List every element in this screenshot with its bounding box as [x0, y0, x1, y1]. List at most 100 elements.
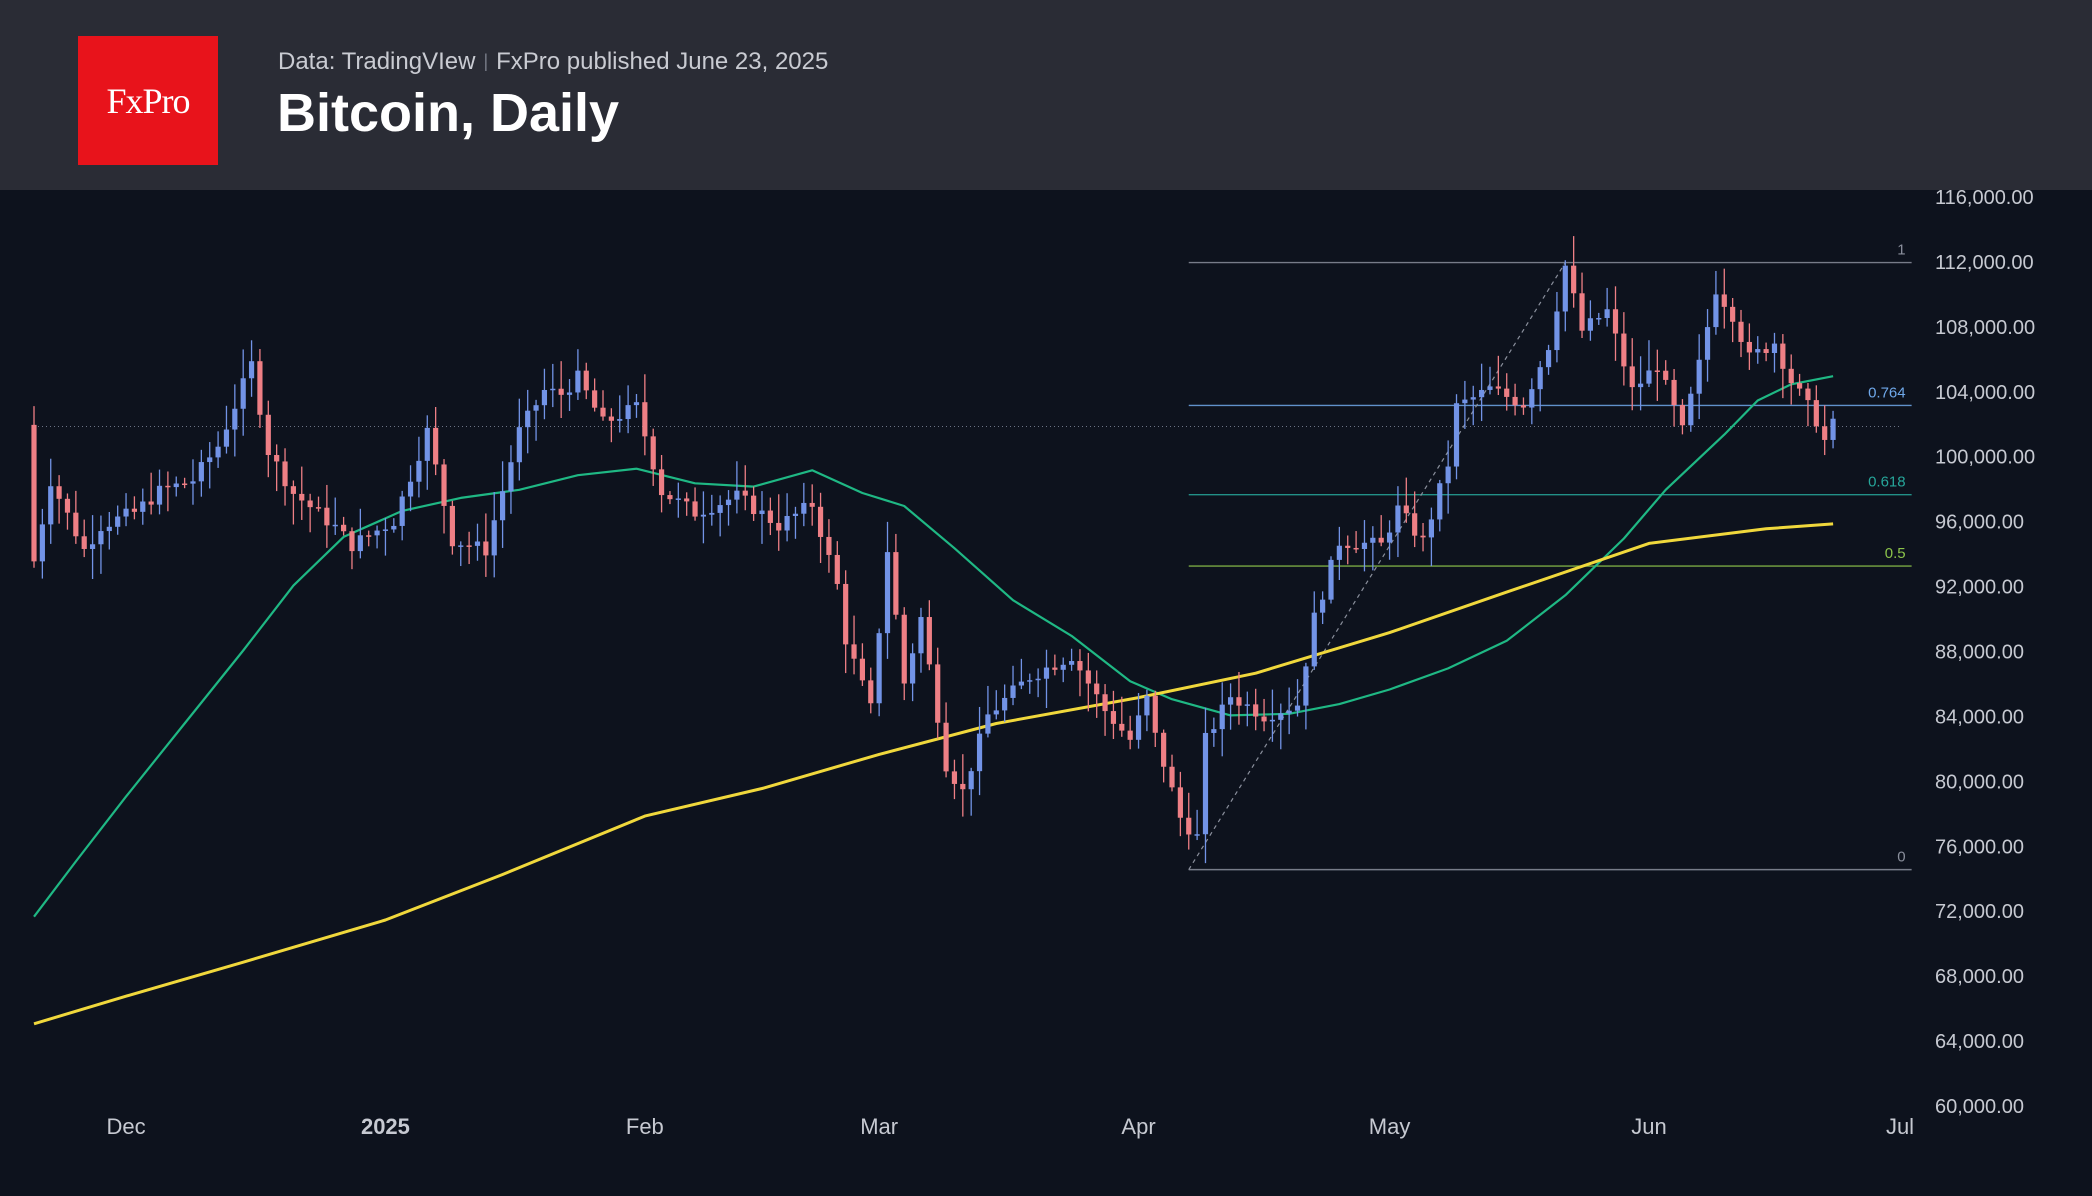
candle-body — [399, 496, 405, 526]
candle-body — [182, 483, 188, 486]
fib-level-label: 0.618 — [1868, 474, 1906, 491]
candle-body — [1721, 294, 1727, 307]
candle-body — [876, 633, 882, 704]
moving-average-long — [33, 522, 1834, 1026]
candle-body — [441, 464, 447, 506]
candle-body — [608, 416, 614, 421]
candle-body — [1796, 383, 1803, 389]
candle-body — [1102, 694, 1108, 712]
candle-body — [642, 402, 648, 437]
candle-body — [1571, 265, 1577, 294]
candle-body — [1161, 732, 1167, 767]
candle-body — [1671, 379, 1677, 406]
candle-body — [274, 455, 280, 462]
candle-body — [1035, 678, 1041, 681]
candle-body — [1587, 318, 1593, 331]
candle-body — [1127, 730, 1133, 740]
candle-body — [1462, 399, 1468, 404]
candle-body — [466, 545, 472, 547]
candle-body — [1186, 817, 1192, 835]
candle-body — [1529, 389, 1535, 408]
y-axis-tick-label: 84,000.00 — [1935, 706, 2024, 728]
price-chart: 116,000.00 112,000.00 108,000.00 104,000.00… — [31, 190, 2035, 1139]
candle-body — [951, 771, 958, 784]
candle-body — [1094, 683, 1100, 695]
data-source: Data: TradingVIew — [278, 48, 476, 75]
y-axis-tick-label: 92,000.00 — [1935, 577, 2024, 599]
x-axis-tick-label: 2025 — [361, 1114, 410, 1139]
candle-body — [48, 486, 54, 525]
candle-body — [115, 516, 121, 527]
chart-title: Bitcoin, Daily — [277, 83, 620, 143]
candle-body — [1520, 405, 1527, 408]
candle-body — [1236, 697, 1242, 706]
candle-body — [566, 392, 573, 395]
candle-body — [1370, 537, 1376, 543]
candle-body — [1169, 766, 1175, 788]
candle-body — [374, 530, 380, 536]
candle-body — [884, 552, 891, 634]
candle-body — [1654, 370, 1660, 372]
candle-body — [324, 507, 330, 526]
candle-body — [1043, 667, 1050, 679]
candle-body — [1336, 545, 1342, 560]
candle-body — [1119, 723, 1125, 731]
candle-body — [1495, 386, 1501, 389]
candle-body — [633, 402, 640, 406]
candle-body — [859, 658, 865, 681]
y-axis-tick-label: 60,000.00 — [1935, 1096, 2024, 1118]
candle-body — [1303, 666, 1309, 706]
candle-body — [1788, 368, 1794, 384]
candle-body — [658, 469, 665, 496]
candle-body — [516, 427, 522, 463]
candle-body — [248, 361, 255, 379]
candle-body — [1805, 388, 1811, 401]
candle-body — [1638, 383, 1644, 388]
candle-body — [366, 535, 372, 537]
candle-body — [742, 490, 748, 496]
candle-body — [550, 388, 556, 391]
candle-body — [976, 733, 983, 772]
candle-body — [1135, 715, 1142, 740]
candle-body — [1696, 359, 1702, 394]
y-axis-tick-label: 108,000.00 — [1935, 317, 2035, 339]
candle-body — [1629, 366, 1635, 388]
candle-body — [533, 405, 539, 411]
candle-body — [1679, 405, 1686, 426]
candle-body — [1010, 685, 1016, 698]
candle-body — [207, 457, 213, 463]
candle-body — [1328, 559, 1334, 600]
candle-body — [893, 552, 899, 615]
candle-body — [232, 408, 238, 430]
candle-body — [851, 644, 857, 659]
candle-body — [843, 583, 849, 645]
fib-level-label: 1 — [1897, 242, 1905, 259]
candle-body — [1027, 680, 1033, 682]
y-axis-tick-label: 80,000.00 — [1935, 771, 2024, 793]
candle-body — [1060, 664, 1066, 670]
candle-body — [1822, 426, 1828, 440]
candle-body — [1386, 532, 1393, 543]
candle-body — [910, 653, 916, 684]
candle-body — [776, 522, 782, 531]
candle-body — [1353, 547, 1359, 550]
candle-body — [1420, 535, 1426, 538]
candle-body — [474, 541, 481, 546]
candle-body — [1077, 661, 1083, 671]
candle-body — [868, 680, 874, 704]
candle-body — [625, 405, 631, 420]
candle-body — [1545, 350, 1552, 368]
candle-body — [56, 486, 62, 499]
candle-body — [1211, 729, 1217, 733]
candle-body — [123, 508, 129, 517]
candle-body — [1704, 327, 1711, 360]
candle-body — [433, 427, 439, 465]
candle-body — [341, 524, 347, 532]
candle-body — [1227, 697, 1234, 705]
candle-body — [1537, 367, 1543, 390]
fxpro-logo: FxPro — [78, 36, 218, 165]
candle-body — [985, 714, 991, 734]
candle-body — [73, 512, 79, 537]
candle-body — [1512, 396, 1518, 406]
candle-body — [307, 500, 313, 508]
